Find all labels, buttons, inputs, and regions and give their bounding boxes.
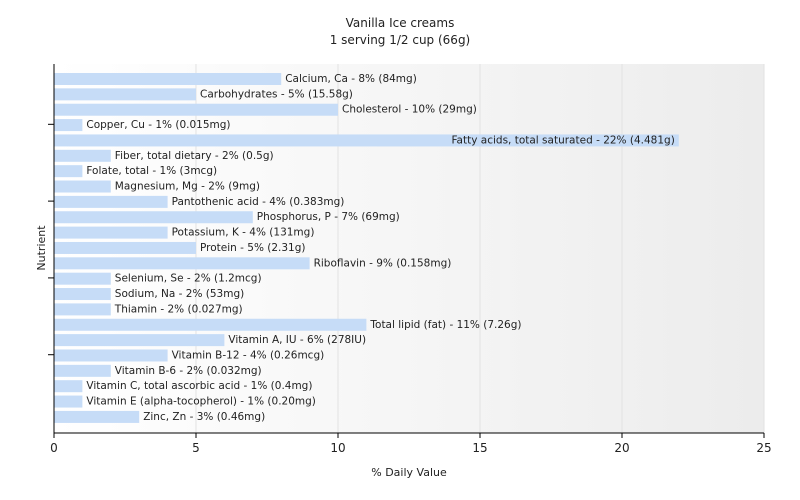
bar-label: Fatty acids, total saturated - 22% (4.48…: [451, 134, 674, 146]
bar: [54, 73, 282, 85]
bar-label: Vitamin B-12 - 4% (0.26mcg): [172, 349, 325, 361]
bar: [54, 165, 83, 178]
x-tick-label: 5: [192, 441, 200, 455]
bar-label: Fiber, total dietary - 2% (0.5g): [115, 150, 274, 162]
bar-labels: Calcium, Ca - 8% (84mg) Carbohydrates - 5…: [86, 73, 674, 423]
bar: [54, 119, 83, 132]
bar: [54, 272, 111, 285]
x-axis-title: % Daily Value: [371, 466, 447, 479]
bar-label: Cholesterol - 10% (29mg): [342, 104, 477, 116]
bar: [54, 288, 111, 301]
bar-label: Sodium, Na - 2% (53mg): [115, 288, 244, 300]
bar-label: Carbohydrates - 5% (15.58g): [200, 88, 353, 100]
bar: [54, 195, 168, 208]
bar-label: Copper, Cu - 1% (0.015mg): [86, 119, 230, 131]
bar: [54, 364, 111, 377]
bar-label: Thiamin - 2% (0.027mg): [114, 303, 243, 315]
bar-label: Zinc, Zn - 3% (0.46mg): [143, 411, 265, 423]
x-tick-label: 20: [614, 441, 629, 455]
bar: [54, 88, 196, 101]
bar: [54, 134, 679, 147]
bar: [54, 334, 225, 347]
bar: [54, 380, 83, 393]
x-tick-label: 0: [50, 441, 58, 455]
bar: [54, 180, 111, 193]
bar: [54, 395, 83, 408]
gridlines: [195, 64, 765, 433]
bar: [54, 410, 140, 423]
x-tick-labels: 0 5 10 15 20 25: [50, 441, 771, 455]
bar: [54, 226, 168, 239]
bar-label: Phosphorus, P - 7% (69mg): [257, 211, 400, 223]
bar-label: Riboflavin - 9% (0.158mg): [314, 257, 452, 269]
bar-label: Vitamin B-6 - 2% (0.032mg): [115, 365, 262, 377]
bar-label: Pantothenic acid - 4% (0.383mg): [172, 196, 345, 208]
bars: [54, 73, 679, 423]
bar-label: Potassium, K - 4% (131mg): [172, 227, 315, 239]
bar-label: Vitamin E (alpha-tocopherol) - 1% (0.20m…: [86, 396, 316, 408]
bar: [54, 257, 310, 270]
bar: [54, 211, 253, 224]
bar: [54, 349, 168, 362]
chart-subtitle: 1 serving 1/2 cup (66g): [330, 33, 471, 47]
bar-label: Selenium, Se - 2% (1.2mcg): [115, 273, 262, 285]
bar-label: Vitamin A, IU - 6% (278IU): [228, 334, 366, 346]
bar: [54, 149, 111, 162]
x-tick-label: 10: [330, 441, 345, 455]
bar-label: Calcium, Ca - 8% (84mg): [285, 73, 417, 85]
axes: [48, 64, 765, 438]
bar: [54, 303, 111, 316]
bar-label: Protein - 5% (2.31g): [200, 242, 306, 254]
x-tick-label: 15: [472, 441, 487, 455]
y-axis-title: Nutrient: [35, 225, 48, 271]
bar: [54, 241, 196, 254]
bar-label: Folate, total - 1% (3mcg): [86, 165, 217, 177]
bar: [54, 103, 338, 116]
bar-label: Magnesium, Mg - 2% (9mg): [115, 181, 260, 193]
bar: [54, 318, 367, 331]
chart-title: Vanilla Ice creams: [346, 16, 455, 30]
bar-label: Vitamin C, total ascorbic acid - 1% (0.4…: [86, 380, 312, 392]
x-tick-label: 25: [756, 441, 771, 455]
bar-label: Total lipid (fat) - 11% (7.26g): [369, 319, 521, 331]
